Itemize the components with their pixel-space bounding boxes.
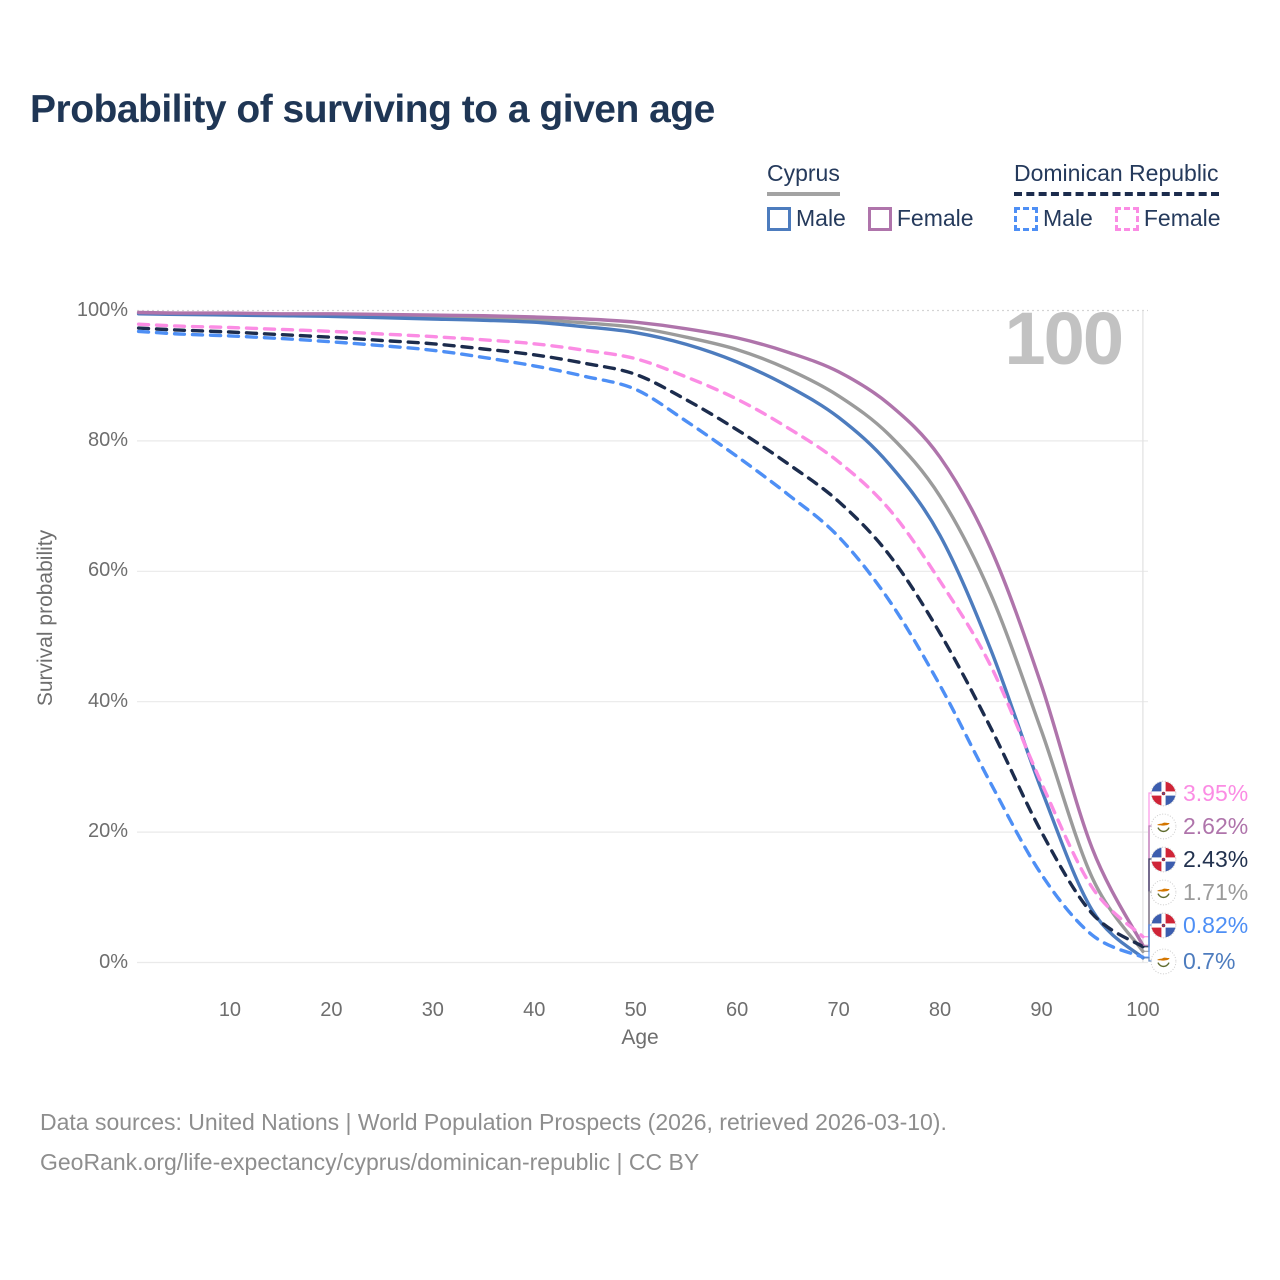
y-tick-label: 20% [87, 820, 128, 843]
y-tick-label: 100% [76, 298, 128, 321]
x-tick-label: 50 [624, 999, 647, 1021]
legend-group-dominican-republic: Dominican Republic Male Female [1014, 160, 1243, 232]
y-axis-title: Survival probability [34, 529, 57, 707]
x-tick-label: 10 [218, 999, 242, 1021]
legend-item-cyprus-male[interactable]: Male [767, 205, 846, 232]
y-tick-label: 0% [99, 950, 128, 973]
legend-item-dominican-republic-female[interactable]: Female [1114, 205, 1221, 232]
end-label-value: 1.71% [1183, 878, 1249, 905]
end-label-dominican-republic-female: 3.95% [1150, 779, 1248, 807]
end-label-dominican-republic-total: 2.43% [1150, 845, 1248, 873]
legend-group-cyprus: Cyprus Male Female [767, 160, 996, 232]
y-tick-label: 80% [87, 428, 128, 451]
cyprus-flag-icon [1150, 813, 1177, 840]
end-label-value: 0.7% [1183, 947, 1236, 974]
end-label-cyprus-male: 0.7% [1150, 947, 1235, 975]
x-tick-label: 100 [1126, 999, 1160, 1021]
y-tick-label: 60% [87, 559, 128, 582]
series-line-dominican-republic-total[interactable] [136, 326, 1145, 949]
license-url-line: GeoRank.org/life-expectancy/cyprus/domin… [40, 1149, 700, 1175]
chart-title: Probability of surviving to a given age [30, 88, 715, 131]
source-attribution: Data sources: United Nations | World Pop… [40, 1102, 947, 1182]
legend-group-title-dominican-republic: Dominican Republic [1014, 160, 1219, 196]
x-tick-label: 80 [928, 999, 952, 1021]
end-label-cyprus-total: 1.71% [1150, 878, 1248, 906]
legend-item-label: Female [1143, 205, 1221, 231]
series-line-dominican-republic-male[interactable] [136, 329, 1145, 959]
data-sources-line: Data sources: United Nations | World Pop… [40, 1109, 947, 1135]
cyprus-flag-icon [1150, 879, 1177, 906]
x-tick-label: 90 [1030, 999, 1053, 1021]
x-axis-title: Age [621, 1026, 659, 1049]
end-label-dominican-republic-male: 0.82% [1150, 911, 1248, 939]
dominican-republic-flag-icon [1150, 780, 1177, 807]
y-tick-label: 40% [87, 689, 128, 712]
cyprus-male-line-swatch-icon [767, 206, 791, 231]
series-line-dominican-republic-female[interactable] [136, 322, 1145, 939]
legend-group-title-cyprus: Cyprus [767, 160, 840, 196]
x-tick-label: 20 [320, 999, 343, 1021]
legend-item-label: Female [896, 205, 974, 231]
dominican-republic-male-line-swatch-icon [1014, 206, 1038, 231]
cyprus-female-line-swatch-icon [867, 206, 892, 231]
x-tick-label: 60 [726, 999, 749, 1021]
end-label-value: 0.82% [1183, 911, 1249, 938]
legend-item-label: Male [796, 205, 846, 231]
end-label-value: 2.43% [1183, 845, 1249, 872]
cyprus-flag-icon [1150, 948, 1177, 975]
end-label-value: 3.95% [1183, 779, 1249, 806]
series-line-cyprus-male[interactable] [136, 312, 1145, 960]
legend-item-label: Male [1043, 205, 1093, 231]
legend-item-cyprus-female[interactable]: Female [867, 205, 974, 232]
dominican-republic-female-line-swatch-icon [1114, 206, 1139, 231]
x-tick-label: 70 [827, 999, 850, 1021]
current-age-watermark: 100 [1004, 297, 1124, 380]
x-tick-label: 30 [421, 999, 444, 1021]
x-tick-label: 40 [523, 999, 546, 1021]
dominican-republic-flag-icon [1150, 912, 1177, 939]
dominican-republic-flag-icon [1150, 846, 1177, 873]
end-label-cyprus-female: 2.62% [1150, 812, 1248, 840]
end-label-value: 2.62% [1183, 812, 1249, 839]
legend-item-dominican-republic-male[interactable]: Male [1014, 205, 1093, 232]
series-line-cyprus-female[interactable] [136, 310, 1145, 948]
series-line-cyprus-total[interactable] [136, 311, 1145, 954]
